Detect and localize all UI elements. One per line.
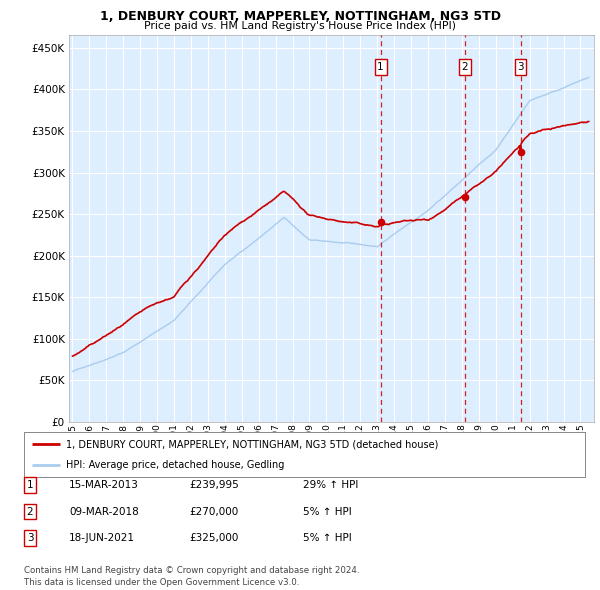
Text: £239,995: £239,995 [189,480,239,490]
Text: £325,000: £325,000 [189,533,238,543]
Text: 29% ↑ HPI: 29% ↑ HPI [303,480,358,490]
Text: 1, DENBURY COURT, MAPPERLEY, NOTTINGHAM, NG3 5TD (detached house): 1, DENBURY COURT, MAPPERLEY, NOTTINGHAM,… [66,440,439,450]
Text: 5% ↑ HPI: 5% ↑ HPI [303,533,352,543]
Text: 1: 1 [26,480,34,490]
Text: 09-MAR-2018: 09-MAR-2018 [69,507,139,516]
Text: Contains HM Land Registry data © Crown copyright and database right 2024.
This d: Contains HM Land Registry data © Crown c… [24,566,359,587]
Text: 18-JUN-2021: 18-JUN-2021 [69,533,135,543]
Text: 1, DENBURY COURT, MAPPERLEY, NOTTINGHAM, NG3 5TD: 1, DENBURY COURT, MAPPERLEY, NOTTINGHAM,… [100,10,500,23]
Text: Price paid vs. HM Land Registry's House Price Index (HPI): Price paid vs. HM Land Registry's House … [144,21,456,31]
Text: £270,000: £270,000 [189,507,238,516]
Text: 2: 2 [461,62,468,72]
Text: 5% ↑ HPI: 5% ↑ HPI [303,507,352,516]
Text: 15-MAR-2013: 15-MAR-2013 [69,480,139,490]
Text: 3: 3 [26,533,34,543]
Text: 2: 2 [26,507,34,516]
Text: HPI: Average price, detached house, Gedling: HPI: Average price, detached house, Gedl… [66,460,284,470]
Text: 3: 3 [517,62,524,72]
Text: 1: 1 [377,62,384,72]
